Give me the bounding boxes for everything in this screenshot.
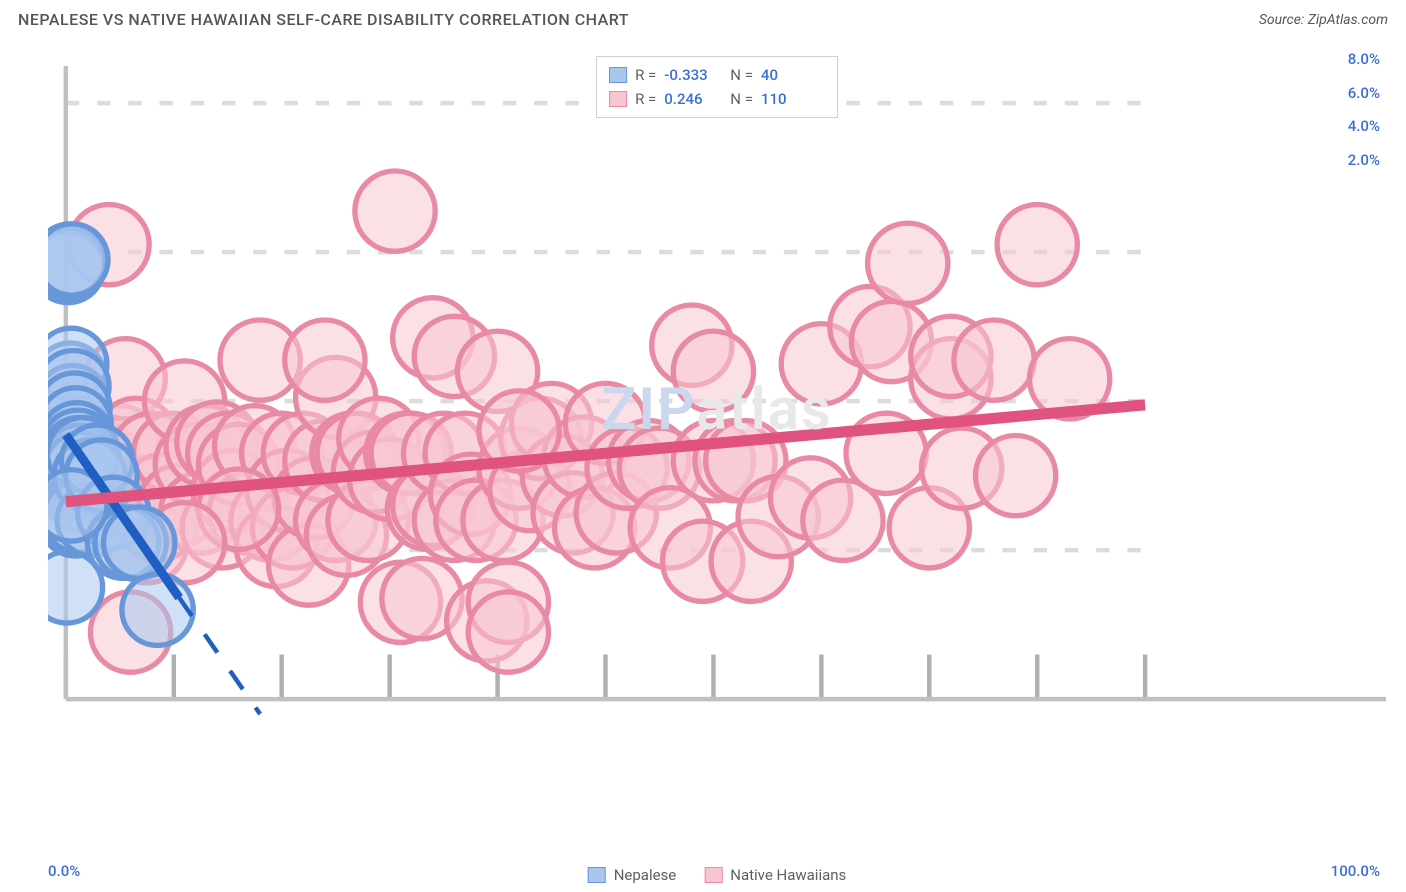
- y-tick-label: 2.0%: [1348, 151, 1380, 169]
- y-tick-label: 6.0%: [1348, 84, 1380, 102]
- y-tick-label: 4.0%: [1348, 117, 1380, 135]
- r-value-hawaiians: 0.246: [664, 87, 722, 111]
- stats-row-hawaiians: R = 0.246 N = 110: [609, 87, 819, 111]
- legend-item-hawaiians: Native Hawaiians: [704, 866, 846, 884]
- legend-swatch-nepalese: [588, 867, 606, 883]
- swatch-hawaiians: [609, 91, 627, 107]
- legend: Nepalese Native Hawaiians: [588, 866, 847, 884]
- stats-row-nepalese: R = -0.333 N = 40: [609, 63, 819, 87]
- chart-title: NEPALESE VS NATIVE HAWAIIAN SELF-CARE DI…: [18, 10, 629, 29]
- n-value-nepalese: 40: [761, 63, 819, 87]
- source-attribution: Source: ZipAtlas.com: [1259, 12, 1388, 28]
- correlation-stats-box: R = -0.333 N = 40 R = 0.246 N = 110: [596, 56, 838, 118]
- legend-swatch-hawaiians: [704, 867, 722, 883]
- n-value-hawaiians: 110: [761, 87, 819, 111]
- scatter-plot: [48, 48, 1386, 717]
- chart-header: NEPALESE VS NATIVE HAWAIIAN SELF-CARE DI…: [0, 0, 1406, 35]
- swatch-nepalese: [609, 67, 627, 83]
- r-value-nepalese: -0.333: [664, 63, 722, 87]
- x-end-label: 100.0%: [1331, 862, 1380, 880]
- y-tick-label: 8.0%: [1348, 50, 1380, 68]
- plot-area: Self-Care Disability ZIPatlas R = -0.333…: [48, 48, 1386, 852]
- legend-item-nepalese: Nepalese: [588, 866, 677, 884]
- x-start-label: 0.0%: [48, 862, 80, 880]
